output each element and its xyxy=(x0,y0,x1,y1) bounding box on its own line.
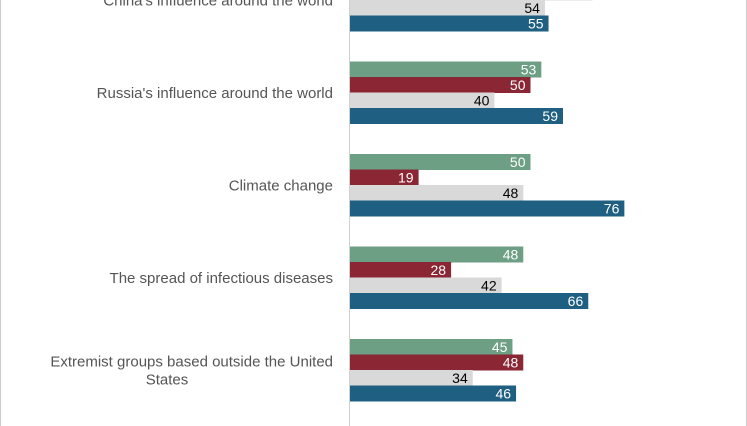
data-label: 53 xyxy=(521,62,537,78)
data-label: 48 xyxy=(503,247,519,263)
bar xyxy=(350,277,502,294)
category-label: The spread of infectious diseases xyxy=(110,270,333,287)
data-label: 54 xyxy=(524,0,540,16)
bar xyxy=(350,200,625,217)
bar xyxy=(350,15,549,32)
category-label: Extremist groups based outside the Unite… xyxy=(50,353,333,370)
category-label: States xyxy=(146,371,189,388)
bar xyxy=(350,77,531,93)
bar xyxy=(350,108,563,124)
data-label: 76 xyxy=(604,201,620,217)
data-label: 28 xyxy=(431,262,447,278)
data-label: 42 xyxy=(481,278,497,294)
bar xyxy=(350,61,542,78)
data-label: 55 xyxy=(528,16,544,32)
data-label: 48 xyxy=(503,185,519,201)
category-label: China's influence around the world xyxy=(103,0,333,9)
data-label: 34 xyxy=(452,370,468,386)
data-label: 48 xyxy=(503,355,519,371)
data-label: 19 xyxy=(398,170,414,186)
bar xyxy=(350,354,524,371)
bar xyxy=(350,385,517,402)
data-label: 59 xyxy=(542,108,558,124)
data-label: 45 xyxy=(492,339,508,355)
data-label: 46 xyxy=(495,386,511,402)
bar xyxy=(350,339,513,355)
data-label: 40 xyxy=(474,93,490,109)
bar xyxy=(350,185,524,201)
category-labels: China's influence around the world Russia… xyxy=(50,0,333,388)
bar xyxy=(350,154,531,170)
data-label: 66 xyxy=(568,293,584,309)
bar xyxy=(350,169,419,186)
data-label: 50 xyxy=(510,154,526,170)
category-label: Climate change xyxy=(229,177,333,194)
bar xyxy=(350,246,524,263)
bar xyxy=(350,293,589,309)
bar xyxy=(350,0,545,16)
bar xyxy=(350,92,495,109)
category-label: Russia's influence around the world xyxy=(97,85,333,102)
bar xyxy=(350,262,452,278)
data-label: 50 xyxy=(510,77,526,93)
bar xyxy=(350,370,473,386)
